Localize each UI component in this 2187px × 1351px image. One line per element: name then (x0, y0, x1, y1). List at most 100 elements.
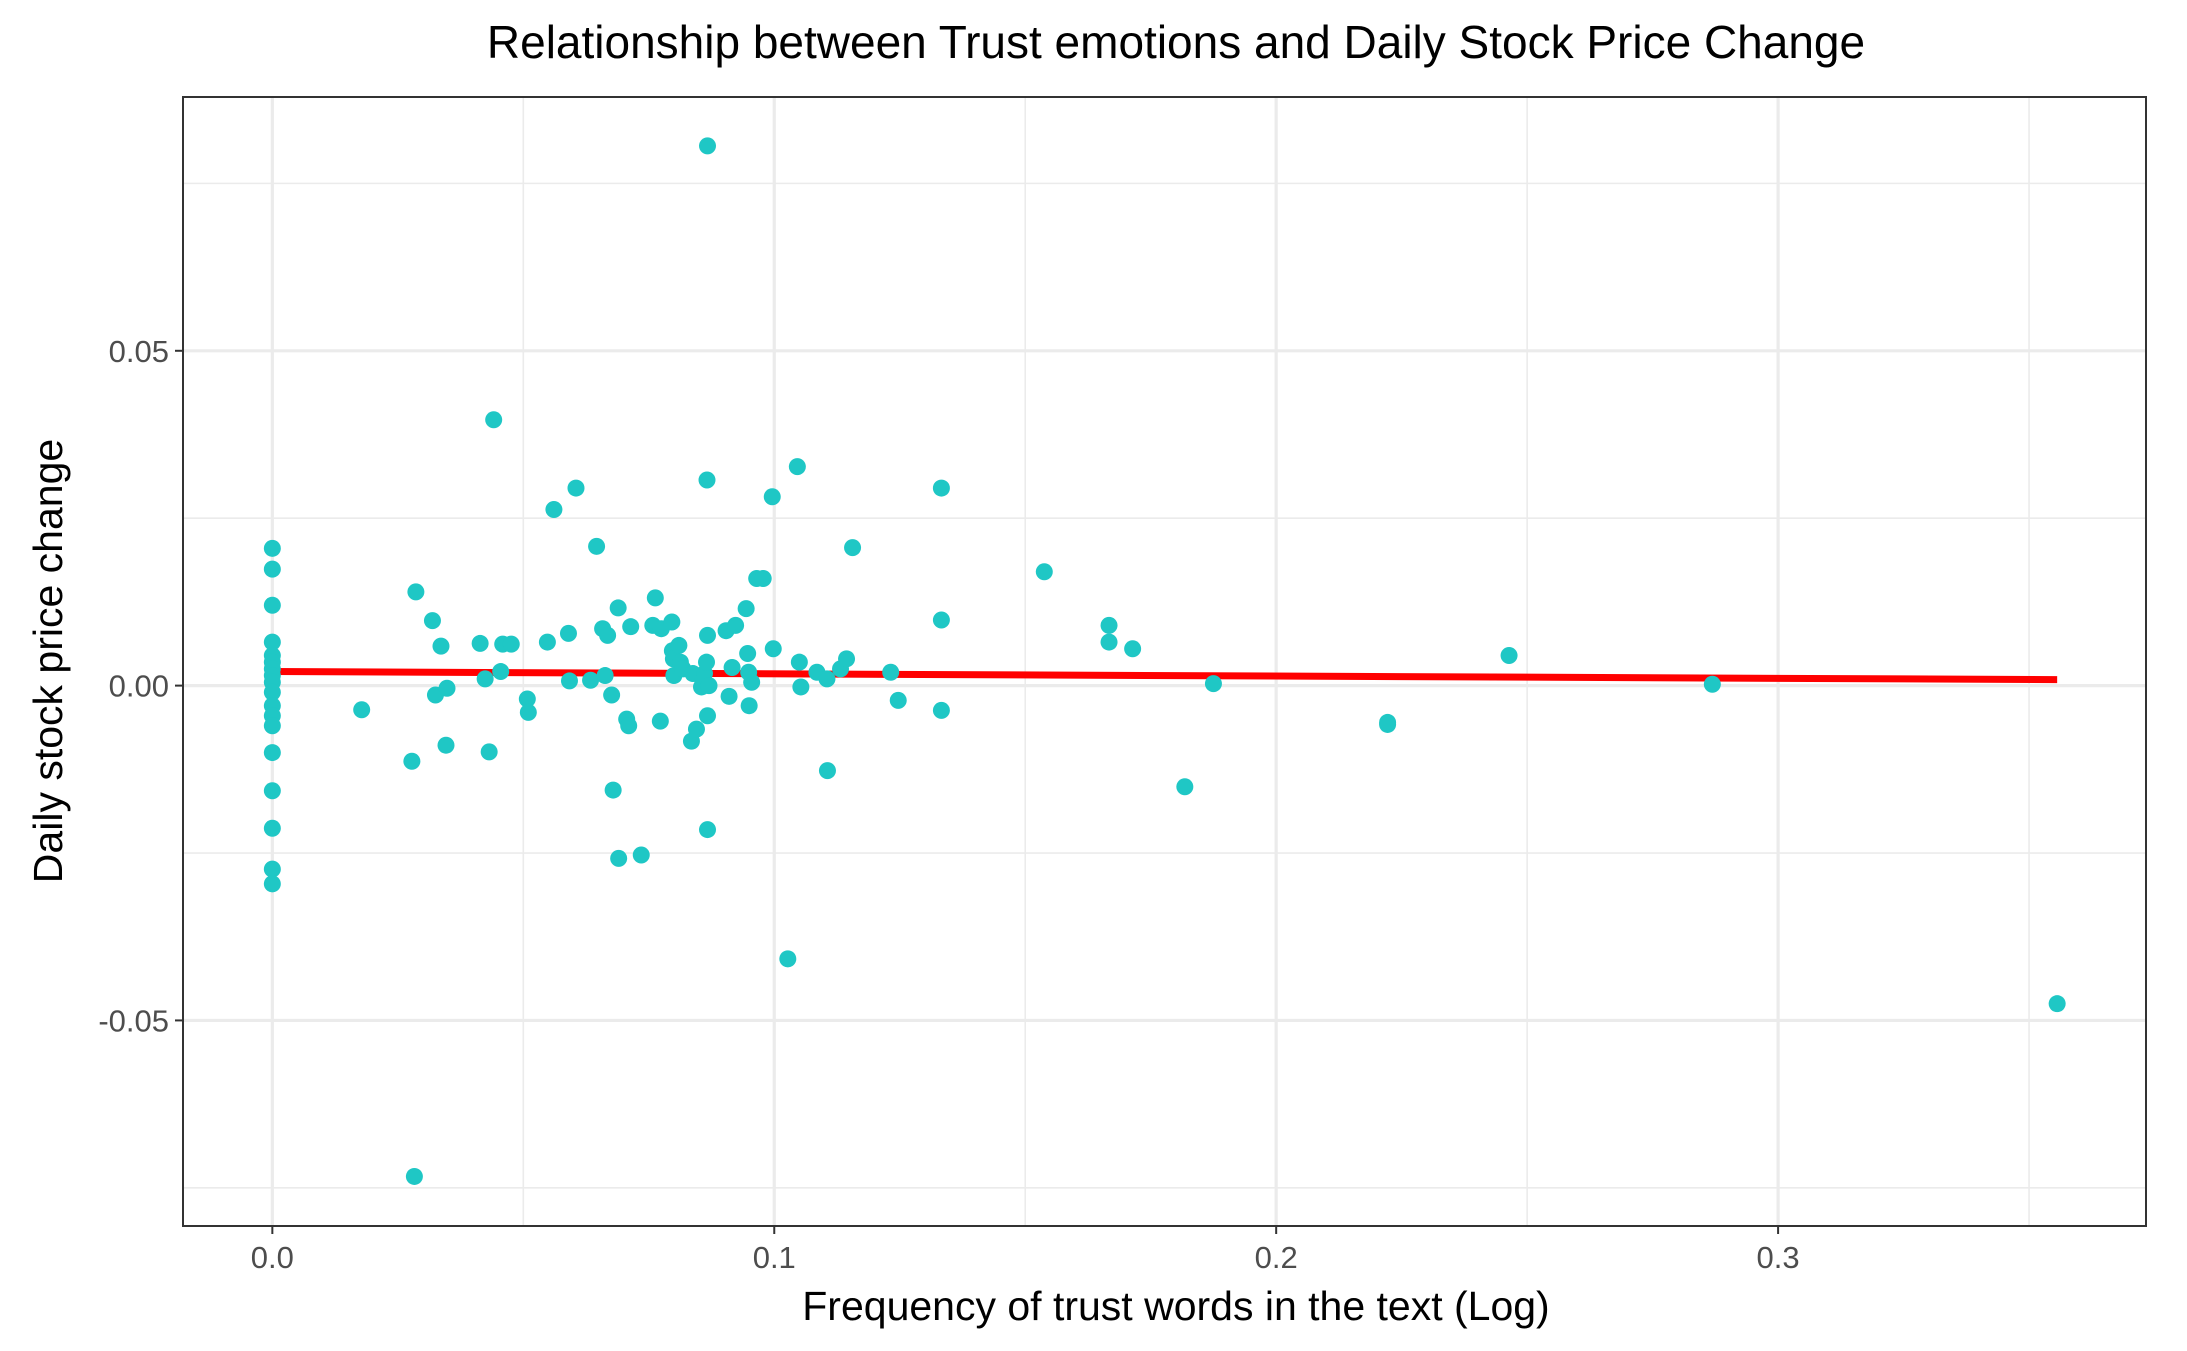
x-tick-label: 0.2 (1255, 1240, 1298, 1275)
data-point (699, 821, 717, 839)
data-point (1100, 616, 1118, 634)
data-point (603, 686, 621, 704)
data-point (699, 707, 717, 725)
data-point (882, 663, 900, 681)
data-point (1124, 640, 1142, 658)
data-point (432, 637, 450, 655)
data-point (838, 650, 856, 668)
data-point (263, 860, 281, 878)
data-point (263, 560, 281, 578)
data-point (763, 488, 781, 506)
data-point (670, 636, 688, 654)
x-tick-label: 0.0 (251, 1240, 294, 1275)
data-point (263, 539, 281, 557)
data-point (471, 634, 489, 652)
data-point (405, 1167, 423, 1185)
axes: 0.0 0.1 0.2 0.3 -0.05 0.00 0.05 (98, 334, 1799, 1275)
data-point (620, 717, 638, 735)
data-point (743, 673, 761, 691)
data-point (423, 612, 441, 630)
data-point (818, 670, 836, 688)
data-point (2048, 995, 2066, 1013)
data-point (727, 616, 745, 634)
data-point (699, 626, 717, 644)
data-point (263, 596, 281, 614)
data-point (567, 479, 585, 497)
data-point (737, 600, 755, 618)
data-point (779, 950, 797, 968)
data-point (263, 683, 281, 701)
data-point (263, 819, 281, 837)
data-point (663, 613, 681, 631)
data-point (437, 736, 455, 754)
data-point (1035, 563, 1053, 581)
data-point (610, 849, 628, 867)
data-point (740, 697, 758, 715)
data-point (1204, 675, 1222, 693)
data-point (1100, 633, 1118, 651)
data-point (263, 782, 281, 800)
data-point (596, 667, 614, 685)
data-point (604, 781, 622, 799)
data-point (407, 583, 425, 601)
data-points (263, 137, 2066, 1185)
data-point (1176, 778, 1194, 796)
data-point (476, 670, 494, 688)
data-point (263, 744, 281, 762)
data-point (932, 611, 950, 629)
data-point (698, 653, 716, 671)
data-point (480, 743, 498, 761)
data-point (582, 671, 600, 689)
data-point (651, 712, 669, 730)
data-point (518, 690, 536, 708)
data-point (609, 599, 627, 617)
data-point (632, 846, 650, 864)
data-point (588, 537, 606, 555)
plot-panel-border (182, 96, 2147, 1227)
data-point (622, 618, 640, 636)
data-point (560, 672, 578, 690)
grid-lines (183, 97, 2146, 1226)
data-point (1703, 675, 1721, 693)
data-point (889, 691, 907, 709)
data-point (545, 500, 563, 518)
data-point (403, 752, 421, 770)
data-point (263, 717, 281, 735)
x-tick-label: 0.1 (753, 1240, 796, 1275)
data-point (502, 635, 520, 653)
data-point (932, 701, 950, 719)
data-point (599, 626, 617, 644)
y-tick-label: 0.00 (109, 669, 169, 704)
data-point (790, 653, 808, 671)
data-point (438, 679, 456, 697)
data-point (485, 411, 503, 429)
data-point (646, 589, 664, 607)
data-point (754, 569, 772, 587)
data-point (1379, 713, 1397, 731)
data-point (720, 687, 738, 705)
data-point (559, 624, 577, 642)
x-tick-label: 0.3 (1757, 1240, 1800, 1275)
data-point (764, 640, 782, 658)
data-point (519, 703, 537, 721)
data-point (263, 633, 281, 651)
data-point (492, 663, 510, 681)
data-point (538, 633, 556, 651)
data-point (353, 701, 371, 719)
data-point (687, 720, 705, 738)
data-point (263, 875, 281, 893)
data-point (788, 458, 806, 476)
data-point (844, 539, 862, 557)
data-point (792, 678, 810, 696)
data-point (723, 659, 741, 677)
data-point (700, 677, 718, 695)
data-point (739, 644, 757, 662)
data-point (818, 762, 836, 780)
data-point (699, 137, 717, 155)
y-axis-label: Daily stock price change (25, 439, 71, 883)
y-tick-label: 0.05 (109, 334, 169, 369)
data-point (1500, 646, 1518, 664)
data-point (932, 479, 950, 497)
x-axis-label: Frequency of trust words in the text (Lo… (802, 1283, 1549, 1329)
